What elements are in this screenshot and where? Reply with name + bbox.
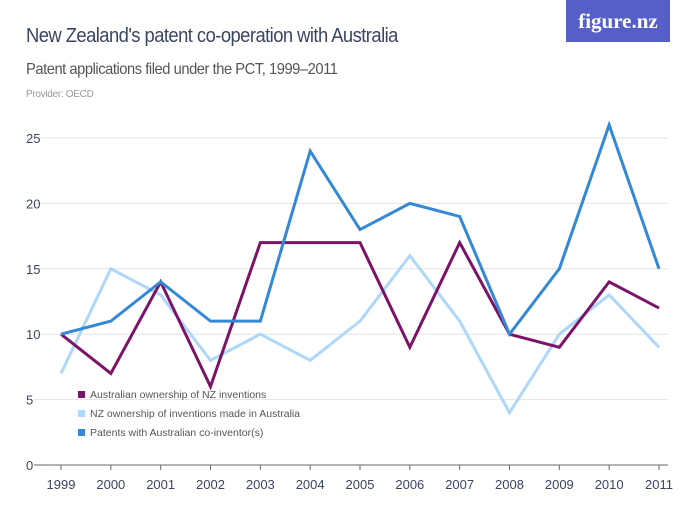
chart-title: New Zealand's patent co-operation with A… xyxy=(26,25,398,47)
legend-label: Australian ownership of NZ inventions xyxy=(90,389,266,401)
x-tick-label: 2005 xyxy=(346,477,375,492)
provider-label: Provider: OECD xyxy=(26,89,94,100)
series-line-1 xyxy=(60,239,660,391)
series-line-2 xyxy=(59,253,661,416)
legend-label: Patents with Australian co-inventor(s) xyxy=(90,427,263,439)
x-tick-label: 2000 xyxy=(96,477,125,492)
x-tick-label: 2002 xyxy=(196,477,225,492)
legend-swatch xyxy=(78,391,85,398)
y-tick-label: 5 xyxy=(26,393,33,408)
x-tick-label: 2007 xyxy=(445,477,474,492)
x-tick-label: 2010 xyxy=(595,477,624,492)
x-tick-label: 1999 xyxy=(47,477,76,492)
y-tick-label: 25 xyxy=(26,131,40,146)
figure-nz-logo[interactable]: figure.nz xyxy=(566,0,670,42)
x-tick-label: 2011 xyxy=(645,477,673,492)
y-tick-label: 10 xyxy=(26,327,40,342)
x-tick-label: 2001 xyxy=(146,477,175,492)
y-tick-label: 15 xyxy=(26,262,40,277)
legend-label: NZ ownership of inventions made in Austr… xyxy=(90,408,300,420)
x-tick-label: 2009 xyxy=(545,477,574,492)
y-tick-label: 0 xyxy=(26,458,33,473)
legend-swatch xyxy=(78,410,85,417)
chart-subtitle: Patent applications filed under the PCT,… xyxy=(26,61,338,78)
series-line-3 xyxy=(60,120,661,338)
legend-swatch xyxy=(78,429,85,436)
x-tick-label: 2006 xyxy=(395,477,424,492)
x-tick-label: 2003 xyxy=(246,477,275,492)
x-tick-label: 2008 xyxy=(495,477,524,492)
y-tick-label: 20 xyxy=(26,196,40,211)
x-tick-label: 2004 xyxy=(296,477,325,492)
